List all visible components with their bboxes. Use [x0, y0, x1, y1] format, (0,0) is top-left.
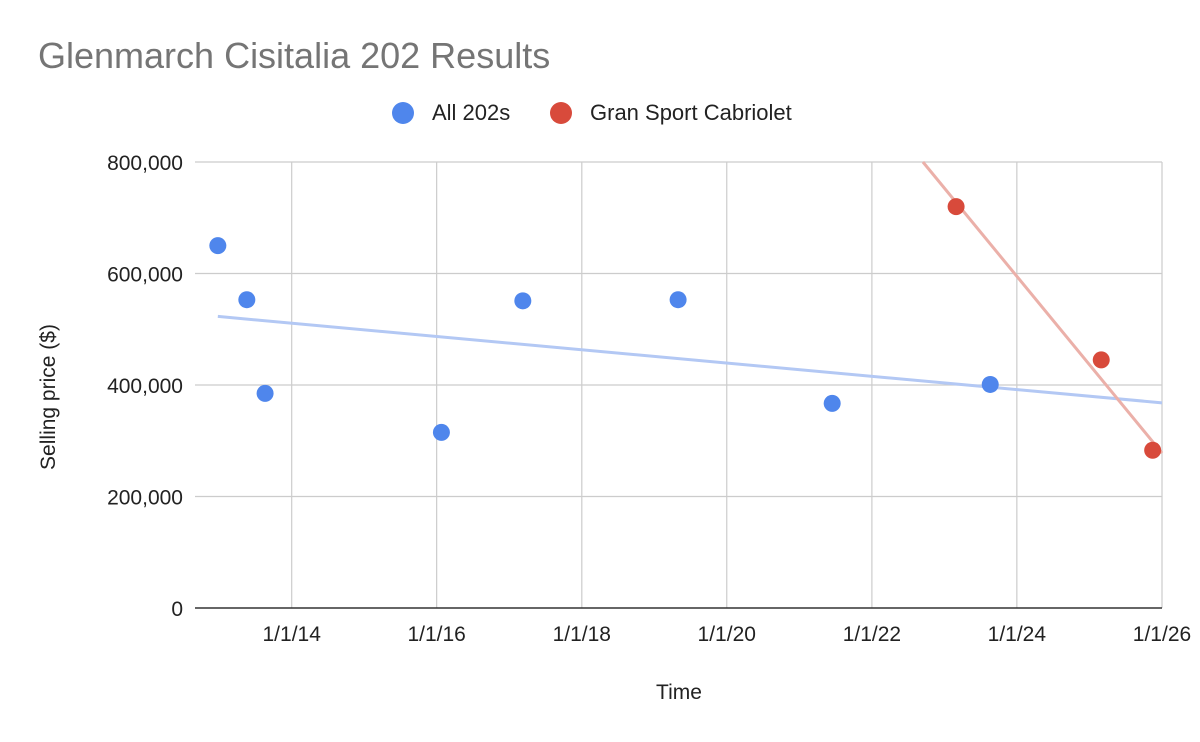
x-tick-label: 1/1/22 [843, 623, 901, 646]
data-point-gran-sport-cabriolet [1092, 351, 1110, 369]
legend: All 202s Gran Sport Cabriolet [392, 100, 792, 125]
x-tick-label: 1/1/18 [553, 623, 611, 646]
x-tick-label: 1/1/26 [1133, 623, 1191, 646]
y-tick-label: 200,000 [107, 487, 183, 510]
legend-marker-gran-sport-cabriolet [550, 102, 572, 124]
data-point-all-202s [238, 291, 256, 309]
data-point-all-202s [669, 291, 687, 309]
legend-label-gran-sport-cabriolet: Gran Sport Cabriolet [590, 100, 792, 125]
gridlines [195, 161, 1163, 608]
x-axis-ticks: 1/1/14 1/1/16 1/1/18 1/1/20 1/1/22 1/1/24 1/1/… [263, 623, 1192, 646]
data-point-gran-sport-cabriolet [1144, 441, 1162, 459]
trendline-all-202s [217, 314, 1163, 405]
legend-label-all-202s: All 202s [432, 100, 510, 125]
trendlines [217, 161, 1164, 454]
legend-item-all-202s: All 202s [392, 100, 510, 125]
x-tick-label: 1/1/16 [407, 623, 465, 646]
data-point-all-202s [256, 384, 274, 402]
y-tick-label: 400,000 [107, 375, 183, 398]
legend-marker-all-202s [392, 102, 414, 124]
y-axis-label: Selling price ($) [37, 324, 60, 470]
x-tick-label: 1/1/24 [988, 623, 1047, 646]
legend-item-gran-sport-cabriolet: Gran Sport Cabriolet [550, 100, 792, 125]
chart-title: Glenmarch Cisitalia 202 Results [38, 35, 550, 76]
x-tick-label: 1/1/14 [263, 623, 322, 646]
x-tick-label: 1/1/20 [698, 623, 756, 646]
y-tick-label: 0 [171, 598, 183, 621]
y-tick-label: 800,000 [107, 152, 183, 175]
data-point-all-202s [432, 423, 450, 441]
data-point-all-202s [823, 394, 841, 412]
data-point-all-202s [514, 292, 532, 310]
x-axis-label: Time [656, 681, 702, 704]
y-tick-label: 600,000 [107, 264, 183, 287]
data-points [209, 198, 1162, 459]
y-axis-ticks: 0 200,000 400,000 600,000 800,000 [107, 152, 183, 621]
data-point-all-202s [209, 237, 227, 255]
data-point-gran-sport-cabriolet [947, 198, 965, 216]
data-point-all-202s [981, 375, 999, 393]
